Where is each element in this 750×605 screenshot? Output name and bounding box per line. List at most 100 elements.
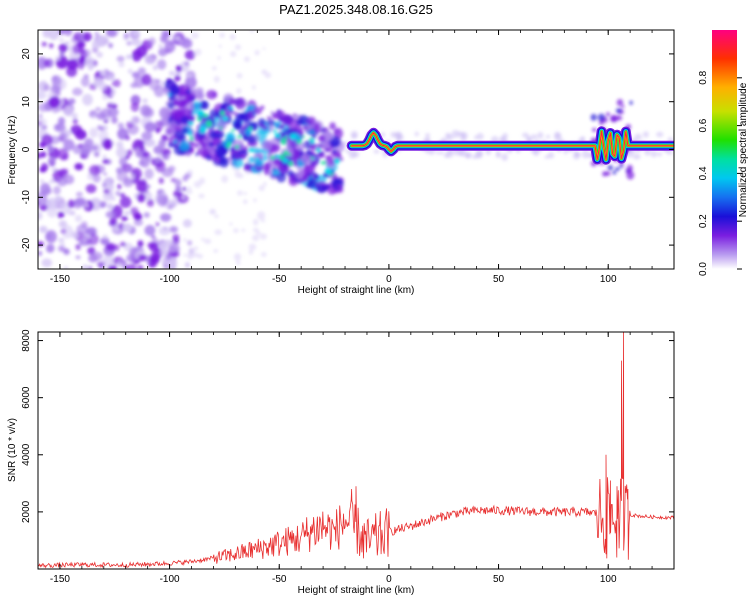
x-tick-label: 100 bbox=[600, 574, 617, 585]
spectrogram-cell bbox=[68, 98, 76, 105]
spectrogram-cell bbox=[126, 121, 134, 129]
spectrogram-cell bbox=[164, 39, 176, 53]
spectrogram-cell bbox=[175, 71, 182, 76]
spectrogram-cell bbox=[184, 61, 190, 66]
spectrogram-cell bbox=[266, 116, 272, 120]
spectrogram-cell bbox=[213, 75, 220, 83]
spectrogram-cell bbox=[146, 198, 155, 207]
spectrogram-cell bbox=[212, 137, 221, 147]
spectrogram-cell bbox=[206, 89, 218, 100]
spectrogram-cell bbox=[100, 237, 110, 245]
spectrogram-cell bbox=[302, 125, 308, 130]
snr-xlabel: Height of straight line (km) bbox=[298, 585, 415, 596]
spectrogram-cell bbox=[279, 154, 285, 161]
spectrogram-cell bbox=[262, 47, 266, 50]
spectrogram-cell bbox=[249, 30, 254, 33]
spectrogram-cell bbox=[214, 144, 227, 159]
spectrogram-cell bbox=[144, 225, 156, 236]
spectrogram-cell bbox=[217, 56, 221, 60]
spectrogram-cell bbox=[642, 131, 649, 138]
spectrogram-cell bbox=[75, 255, 81, 260]
spectrogram-cell bbox=[168, 257, 178, 269]
spectrogram-cell bbox=[48, 43, 54, 49]
snr-series-line bbox=[38, 332, 674, 569]
spectrogram-cell bbox=[99, 70, 106, 77]
spectrogram-cell bbox=[222, 115, 229, 122]
spectrogram-cell bbox=[45, 230, 57, 244]
spectrogram-cell bbox=[330, 172, 334, 176]
y-tick-label: 0 bbox=[21, 146, 32, 152]
spectrogram-cell bbox=[98, 35, 109, 46]
spectrogram-cell bbox=[122, 178, 134, 188]
spectrogram-cell bbox=[198, 177, 206, 185]
spectrogram-cell bbox=[616, 99, 624, 107]
spectrogram-cell bbox=[119, 241, 127, 247]
spectrogram-cell bbox=[228, 109, 234, 113]
spectrogram-cell bbox=[59, 38, 64, 42]
spectrogram-cell bbox=[195, 91, 205, 101]
spectrogram-cell bbox=[46, 197, 58, 210]
spectrogram-cell bbox=[39, 179, 45, 183]
spectrogram-cell bbox=[72, 87, 83, 96]
spectrogram-cell bbox=[184, 262, 190, 268]
spectrogram-cell bbox=[530, 134, 538, 140]
spectrogram-cell bbox=[41, 258, 53, 268]
spectrogram-cell bbox=[457, 151, 465, 156]
spectrogram-cell bbox=[263, 181, 267, 187]
spectrogram-cell bbox=[125, 135, 130, 141]
spectrogram-cell bbox=[351, 133, 358, 139]
spectrogram-cell bbox=[241, 228, 246, 232]
spectrogram-cell bbox=[318, 152, 325, 159]
spectrogram-cell bbox=[295, 171, 304, 179]
spectrogram-cell bbox=[332, 149, 337, 155]
colorbar-tick-label: 0.8 bbox=[698, 70, 709, 84]
spectrogram-cell bbox=[248, 249, 254, 255]
spectrogram-cell bbox=[329, 122, 336, 130]
spectrogram-cell bbox=[261, 139, 273, 151]
spectrogram-cell bbox=[238, 173, 244, 179]
spectrogram-cell bbox=[130, 82, 138, 88]
spectrogram-cell bbox=[38, 211, 43, 220]
spectrogram-cell bbox=[187, 169, 193, 177]
spectrogram-cell bbox=[174, 74, 181, 82]
spectrogram-cell bbox=[284, 136, 288, 139]
spectrogram-cell bbox=[71, 112, 78, 119]
spectrogram-cell bbox=[137, 67, 146, 75]
spectrogram-cell bbox=[153, 145, 163, 155]
spectrogram-cell bbox=[71, 231, 78, 239]
spectrogram-cell bbox=[115, 190, 121, 196]
spectrogram-cell bbox=[229, 222, 233, 226]
spectrogram-cell bbox=[174, 35, 181, 41]
spectrogram-cell bbox=[187, 186, 192, 191]
spectrogram-cell bbox=[80, 221, 88, 229]
spectrogram-cell bbox=[296, 119, 304, 126]
spectrogram-cell bbox=[225, 132, 236, 143]
spectrogram-cell bbox=[158, 43, 163, 49]
spectrogram-cell bbox=[43, 84, 50, 92]
spectrogram-cell bbox=[102, 182, 107, 187]
spectrogram-cell bbox=[126, 149, 133, 156]
spectrogram-cell bbox=[274, 174, 280, 179]
spectrogram-cell bbox=[236, 72, 243, 79]
ridge-layer bbox=[351, 130, 674, 161]
spectrogram-cell bbox=[444, 153, 449, 158]
spectrogram-cell bbox=[182, 186, 187, 192]
spectrogram-cell bbox=[136, 180, 148, 193]
x-tick-label: 100 bbox=[600, 274, 617, 285]
spectrogram-cell bbox=[103, 172, 108, 176]
spectrogram-cell bbox=[316, 147, 321, 152]
spectrogram-cell bbox=[91, 251, 103, 261]
spectrogram-cell bbox=[495, 150, 501, 156]
spectrogram-cell bbox=[107, 265, 118, 269]
spectrogram-cell bbox=[102, 93, 109, 101]
spectrogram-cell bbox=[111, 103, 118, 109]
spectrogram-cell bbox=[107, 75, 115, 81]
spectrogram-cell bbox=[76, 31, 84, 40]
spectrogram-cell bbox=[287, 169, 294, 177]
spectrogram-cell bbox=[126, 41, 133, 46]
spectrogram-cell bbox=[75, 191, 83, 197]
spectrogram-cell bbox=[302, 135, 306, 138]
spectrogram-cell bbox=[167, 101, 175, 110]
spectrogram-cell bbox=[301, 175, 308, 180]
spectrogram-cell bbox=[161, 168, 174, 178]
